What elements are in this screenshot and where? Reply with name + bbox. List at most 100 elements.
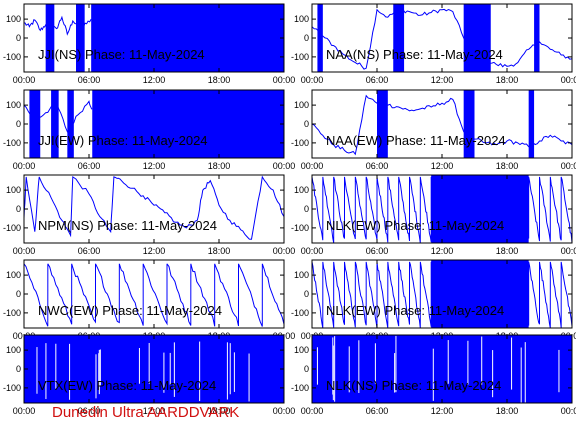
y-tick-label: -100 [3, 383, 21, 393]
x-tick-label: 18:00 [208, 406, 231, 416]
x-tick-label: 06:00 [366, 246, 389, 256]
noise-region [24, 335, 284, 403]
panel-title: NAA(NS) Phase: 11-May-2024 [326, 47, 503, 62]
chart-panel: 100 0 -100 00:00 06:00 12:00 18:00 00:00 JJI(EW)… [3, 89, 295, 171]
y-tick-label: -100 [3, 138, 21, 148]
x-tick-label: 12:00 [431, 246, 454, 256]
panel-title: VTX(EW) Phase: 11-May-2024 [38, 378, 216, 393]
x-tick-label: 06:00 [366, 161, 389, 171]
x-tick-label: 00:00 [301, 406, 324, 416]
x-tick-label: 12:00 [431, 161, 454, 171]
series-line [312, 8, 572, 70]
y-tick-label: -100 [3, 52, 21, 62]
x-tick-label: 18:00 [496, 75, 519, 85]
y-tick-label: -100 [3, 308, 21, 318]
y-tick-label: 100 [294, 100, 309, 110]
plot-area [24, 4, 284, 72]
y-tick-label: 0 [16, 364, 21, 374]
panel-title: NPM(NS) Phase: 11-May-2024 [38, 218, 217, 233]
chart-panel: 100 0 -100 00:00 06:00 12:00 18:00 00:00 NAA(NS)… [291, 3, 576, 85]
x-tick-label: 06:00 [366, 75, 389, 85]
x-tick-label: 06:00 [78, 246, 101, 256]
y-tick-label: -100 [291, 383, 309, 393]
footer-caption: Dunedin Ultra AARDDVARK [52, 404, 240, 421]
x-tick-label: 12:00 [143, 75, 166, 85]
noise-region [431, 260, 529, 328]
noise-region [463, 90, 475, 158]
x-tick-label: 18:00 [496, 406, 519, 416]
noise-region [312, 335, 572, 403]
chart-panel: 100 0 -100 00:00 06:00 12:00 18:00 00:00 JJI(NS)… [3, 3, 296, 85]
chart-panel: 1000-10000:0006:0012:0018:0000:00NLK(EW)… [291, 259, 576, 341]
y-tick-label: 0 [304, 119, 309, 129]
x-tick-label: 00:00 [273, 75, 296, 85]
plot-area [312, 260, 572, 328]
chart-panel: 100 0 -100 00:00 06:00 12:00 18:00 00:00 NLK(NS)… [291, 334, 576, 416]
y-tick-label: 0 [304, 204, 309, 214]
panel-title: JJI(NS) Phase: 11-May-2024 [38, 47, 205, 62]
x-tick-label: 06:00 [78, 75, 101, 85]
x-tick-label: 18:00 [496, 161, 519, 171]
x-tick-label: 12:00 [143, 406, 166, 416]
x-tick-label: 00:00 [273, 246, 296, 256]
y-tick-label: 0 [304, 33, 309, 43]
y-tick-label: 100 [294, 345, 309, 355]
y-tick-label: 100 [6, 185, 21, 195]
plot-area [24, 335, 284, 403]
y-tick-label: 100 [6, 270, 21, 280]
x-tick-label: 12:00 [143, 161, 166, 171]
x-tick-label: 00:00 [561, 406, 576, 416]
panel-title: NAA(EW) Phase: 11-May-2024 [326, 133, 506, 148]
noise-region [29, 90, 41, 158]
noise-region [317, 4, 323, 72]
x-tick-label: 06:00 [78, 161, 101, 171]
y-tick-label: 0 [16, 204, 21, 214]
x-tick-label: 12:00 [431, 75, 454, 85]
y-tick-label: 100 [294, 270, 309, 280]
noise-region [377, 90, 388, 158]
x-tick-label: 00:00 [13, 75, 36, 85]
panel-title: NLK(EW) Phase: 11-May-2024 [326, 303, 504, 318]
y-tick-label: 0 [304, 364, 309, 374]
noise-region [92, 90, 284, 158]
y-tick-label: 100 [294, 185, 309, 195]
x-tick-label: 00:00 [561, 161, 576, 171]
y-tick-label: 100 [6, 14, 21, 24]
noise-region [534, 4, 540, 72]
panel-title: NLK(NS) Phase: 11-May-2024 [326, 378, 501, 393]
plot-area [24, 90, 284, 158]
chart-panel: 100 0 -100 00:00 06:00 12:00 18:00 00:00 VTX(EW)… [3, 334, 296, 416]
x-tick-label: 00:00 [13, 161, 36, 171]
chart-panel: 100 0 -100 00:00 06:00 12:00 18:00 00:00 NPM(NS)… [3, 174, 296, 256]
noise-region [51, 90, 59, 158]
noise-region [431, 175, 529, 243]
noise-region [393, 4, 405, 72]
x-tick-label: 18:00 [208, 75, 231, 85]
plot-area [312, 90, 572, 158]
noise-region [76, 4, 85, 72]
x-tick-label: 00:00 [301, 75, 324, 85]
x-tick-label: 12:00 [431, 406, 454, 416]
y-tick-label: 0 [16, 33, 21, 43]
chart-panel: 1000-10000:0006:0012:0018:0000:00NLK(EW)… [291, 174, 576, 256]
x-tick-label: 00:00 [13, 246, 36, 256]
noise-region [91, 4, 284, 72]
x-tick-label: 18:00 [208, 246, 231, 256]
y-tick-label: 0 [16, 289, 21, 299]
y-tick-label: 0 [304, 289, 309, 299]
x-tick-label: 00:00 [273, 406, 296, 416]
x-tick-label: 00:00 [561, 75, 576, 85]
noise-region [463, 4, 491, 72]
x-tick-label: 00:00 [301, 246, 324, 256]
y-tick-label: -100 [291, 223, 309, 233]
y-tick-label: -100 [3, 223, 21, 233]
x-tick-label: 00:00 [301, 161, 324, 171]
plot-area [312, 175, 572, 243]
noise-region [67, 90, 74, 158]
y-tick-label: 100 [6, 345, 21, 355]
y-tick-label: 100 [294, 14, 309, 24]
plot-area [24, 263, 284, 327]
x-tick-label: 06:00 [78, 406, 101, 416]
x-tick-label: 00:00 [13, 406, 36, 416]
